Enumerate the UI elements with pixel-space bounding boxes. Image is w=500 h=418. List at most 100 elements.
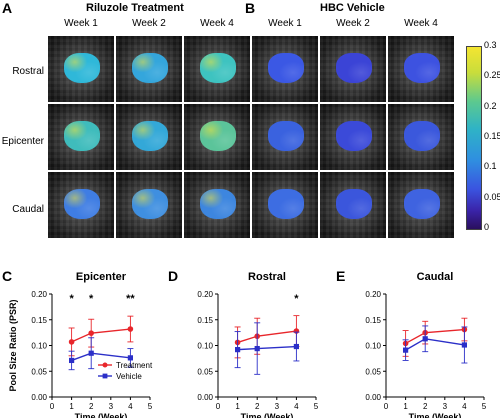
x-tick-label: 3 (443, 402, 448, 411)
y-tick-label: 0.15 (365, 316, 381, 325)
spinal-cord-region (268, 121, 304, 151)
data-point (127, 326, 134, 332)
x-tick-label: 2 (423, 402, 428, 411)
y-tick-label: 0.20 (197, 290, 213, 299)
spinal-cord-region (336, 121, 372, 151)
x-tick-label: 4 (462, 402, 467, 411)
y-tick-label: 0.05 (31, 367, 47, 376)
plot-title: Caudal (417, 271, 454, 283)
colorbar-tick-label: 0.15 (484, 130, 500, 141)
series-line (237, 330, 297, 344)
series-line (71, 328, 131, 343)
panel-label-e: E (336, 268, 346, 284)
significance-marker: * (89, 293, 94, 305)
colorbar-tick-label: 0 (484, 221, 490, 232)
colorbar-tick-label: 0.25 (484, 70, 500, 81)
x-tick-label: 3 (109, 402, 114, 411)
spinal-cord-region (200, 121, 236, 151)
spinal-cord-region (200, 53, 236, 83)
psr-map-image (184, 104, 250, 170)
y-tick-label: 0.05 (197, 367, 213, 376)
row-label-epicenter: Epicenter (1, 136, 44, 147)
y-tick-label: 0.10 (365, 342, 381, 351)
series-line (237, 345, 297, 351)
x-tick-label: 2 (89, 402, 94, 411)
x-tick-label: 0 (50, 402, 55, 411)
x-tick-label: 4 (128, 402, 133, 411)
significance-marker: * (69, 293, 74, 305)
psr-map-image (116, 104, 182, 170)
significance-marker: ** (126, 293, 135, 305)
panel-label-c: C (2, 268, 13, 284)
data-point (69, 357, 75, 364)
spinal-cord-region (336, 189, 372, 219)
psr-map-image (48, 172, 114, 238)
x-tick-label: 1 (235, 402, 240, 411)
psr-map-image (388, 36, 454, 102)
x-axis-label: Time (Week) (409, 412, 462, 418)
colorbar-tick-label: 0.3 (484, 40, 497, 50)
riluzole-group-title: Riluzole Treatment (86, 2, 184, 14)
colorbar-tick-label: 0.1 (484, 161, 497, 172)
x-tick-label: 3 (275, 402, 280, 411)
psr-map-image (184, 172, 250, 238)
spinal-cord-region (404, 121, 440, 151)
data-point (235, 347, 241, 353)
y-tick-label: 0.10 (31, 342, 47, 351)
spinal-cord-region (404, 53, 440, 83)
series-line (71, 352, 131, 362)
legend-label: Vehicle (116, 372, 142, 381)
y-axis-label: Pool Size Ratio (PSR) (8, 299, 18, 391)
data-point (88, 350, 94, 356)
spinal-cord-region (132, 53, 168, 83)
week-label: Week 4 (404, 18, 438, 29)
data-point (461, 342, 467, 348)
y-tick-label: 0.20 (365, 290, 381, 299)
psr-map-image (320, 36, 386, 102)
x-tick-label: 5 (482, 402, 487, 411)
x-tick-label: 5 (148, 402, 153, 411)
week-label: Week 2 (132, 18, 166, 29)
data-point (422, 336, 428, 342)
week-label: Week 1 (268, 18, 302, 29)
week-label: Week 2 (336, 18, 370, 29)
spinal-cord-region (132, 121, 168, 151)
series-line (405, 328, 465, 345)
x-axis-label: Time (Week) (75, 412, 128, 418)
y-tick-label: 0.00 (31, 393, 47, 402)
psr-map-image (388, 104, 454, 170)
spinal-cord-region (404, 189, 440, 219)
psr-map-image (48, 36, 114, 102)
panel-label-a: A (2, 0, 13, 16)
x-tick-label: 1 (69, 402, 74, 411)
panel-label-d: D (168, 268, 179, 284)
data-point (68, 339, 75, 345)
x-tick-label: 4 (294, 402, 299, 411)
x-tick-label: 2 (255, 402, 260, 411)
y-tick-label: 0.00 (365, 393, 381, 402)
series-line (405, 338, 465, 351)
psr-map-image (320, 104, 386, 170)
week-label: Week 1 (64, 18, 98, 29)
psr-map-image (388, 172, 454, 238)
x-tick-label: 0 (216, 402, 221, 411)
data-point (88, 330, 94, 336)
x-tick-label: 5 (314, 402, 319, 411)
spinal-cord-region (132, 189, 168, 219)
psr-map-image (252, 172, 318, 238)
y-tick-label: 0.15 (197, 316, 213, 325)
colorbar (466, 46, 482, 230)
data-point (293, 343, 299, 350)
x-tick-label: 1 (403, 402, 408, 411)
spinal-cord-region (64, 53, 100, 83)
significance-marker: * (294, 293, 299, 305)
psr-map-image (48, 104, 114, 170)
legend-marker (102, 362, 108, 368)
y-tick-label: 0.15 (31, 316, 47, 325)
panel-label-b: B (245, 0, 256, 16)
row-label-rostral: Rostral (12, 66, 44, 77)
psr-map-image (116, 172, 182, 238)
week-label: Week 4 (200, 18, 234, 29)
x-axis-label: Time (Week) (241, 412, 294, 418)
spinal-cord-region (64, 189, 100, 219)
